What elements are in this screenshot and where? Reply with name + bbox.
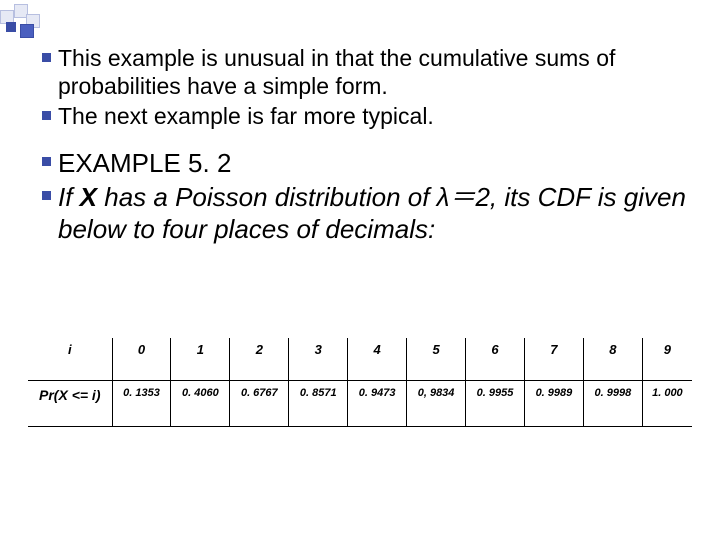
table-row: i 0 1 2 3 4 5 6 7 8 9 [28,338,692,380]
table-cell: 0. 9989 [524,380,583,426]
table-cell: 0. 9955 [466,380,525,426]
bullet-marker-icon [34,148,58,166]
bullet-item: EXAMPLE 5. 2 [34,148,716,180]
bullet-text: If X has a Poisson distribution of λ＝2, … [58,182,716,245]
table-cell: 0. 8571 [289,380,348,426]
bullet-text: This example is unusual in that the cumu… [58,44,716,100]
table-header-cell: 9 [642,338,692,380]
cdf-table: i 0 1 2 3 4 5 6 7 8 9 Pr(X <= i) 0. 1353… [28,338,692,427]
table-cell: 0, 9834 [407,380,466,426]
table-header-cell: 7 [524,338,583,380]
table-header-cell: 2 [230,338,289,380]
bullet-text: The next example is far more typical. [58,102,716,130]
table-header-cell: 6 [466,338,525,380]
table-header-cell: 4 [348,338,407,380]
table-cell: Pr(X <= i) [28,380,112,426]
bullet-item: If X has a Poisson distribution of λ＝2, … [34,182,716,245]
slide: This example is unusual in that the cumu… [0,0,720,540]
table-row: Pr(X <= i) 0. 1353 0. 4060 0. 6767 0. 85… [28,380,692,426]
bullet-item: This example is unusual in that the cumu… [34,44,716,100]
text-span: has a Poisson distribution of λ＝2 [97,182,490,212]
deco-square [6,22,16,32]
bullet-list: This example is unusual in that the cumu… [34,44,716,247]
bullet-item: The next example is far more typical. [34,102,716,130]
table-header-cell: 5 [407,338,466,380]
bullet-marker-icon [34,102,58,120]
cdf-table-wrap: i 0 1 2 3 4 5 6 7 8 9 Pr(X <= i) 0. 1353… [28,338,692,427]
bullet-text: EXAMPLE 5. 2 [58,148,716,180]
bullet-marker-icon [34,182,58,200]
bullet-marker-icon [34,44,58,62]
table-cell: 0. 4060 [171,380,230,426]
deco-square [20,24,34,38]
bullet-block-2: EXAMPLE 5. 2 If X has a Poisson distribu… [34,148,716,245]
text-span: X [80,182,97,212]
table-cell: 0. 9998 [583,380,642,426]
table-header-cell: 1 [171,338,230,380]
table-cell: 0. 1353 [112,380,171,426]
table-cell: 0. 9473 [348,380,407,426]
table-cell: 1. 000 [642,380,692,426]
table-header-cell: 0 [112,338,171,380]
table-cell: 0. 6767 [230,380,289,426]
table-header-cell: 8 [583,338,642,380]
table-header-cell: i [28,338,112,380]
table-header-cell: 3 [289,338,348,380]
text-span: If [58,182,80,212]
